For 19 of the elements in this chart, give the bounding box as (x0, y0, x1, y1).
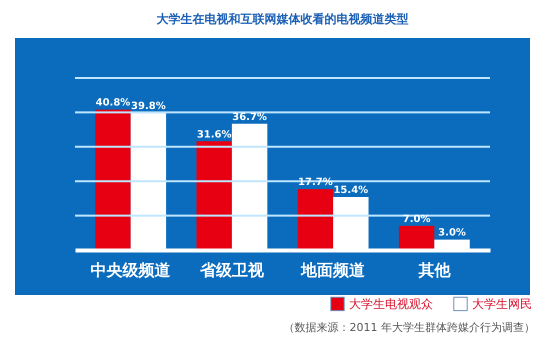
x-tick-label: 中央级频道 (90, 260, 172, 280)
x-tick-label: 地面频道 (300, 260, 366, 280)
bar (95, 110, 131, 250)
data-label: 40.8% (96, 98, 130, 109)
chart-title: 大学生在电视和互联网媒体收看的电视频道类型 (156, 12, 408, 26)
data-label: 31.6% (196, 129, 232, 140)
text: （数据来源：2011 年大学生群体跨媒介行为调查） (284, 321, 535, 334)
bar (196, 141, 232, 250)
bar (398, 226, 434, 250)
data-label: 3.0% (438, 228, 466, 239)
legend-label: 大学生网民 (472, 296, 532, 311)
x-tick-label: 其他 (417, 260, 452, 280)
bar (298, 189, 334, 250)
data-label: 39.8% (131, 101, 166, 112)
legend-label: 大学生电视观众 (349, 296, 433, 311)
data-label: 7.0% (402, 214, 430, 225)
x-tick-label: 省级卫视 (198, 260, 265, 280)
data-label: 15.4% (333, 185, 368, 196)
data-label: 36.7% (232, 112, 267, 123)
